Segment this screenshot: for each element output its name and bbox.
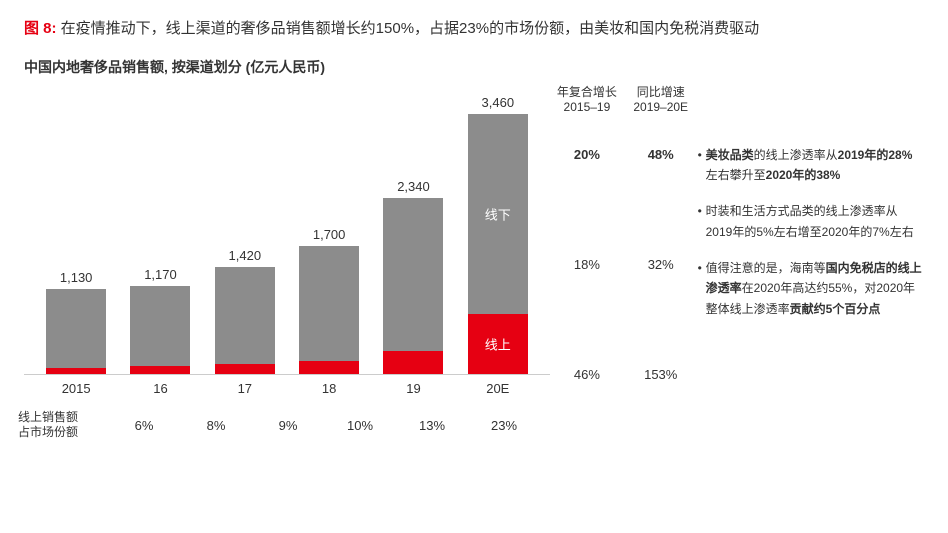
note-item: •美妆品类的线上渗透率从2019年的28%左右攀升至2020年的38%	[698, 145, 924, 186]
metrics-header: 年复合增长2015–19 同比增速2019–20E	[550, 85, 698, 116]
share-value: 8%	[180, 418, 252, 433]
note-text: 时装和生活方式品类的线上渗透率从2019年的5%左右增至2020年的7%左右	[706, 201, 924, 242]
notes-block: •美妆品类的线上渗透率从2019年的28%左右攀升至2020年的38%•时装和生…	[698, 85, 924, 336]
bar-stack	[299, 246, 359, 374]
bar-segment-online	[130, 366, 190, 373]
x-axis-label: 19	[377, 381, 449, 396]
bar-segment-offline	[215, 267, 275, 364]
share-value: 6%	[108, 418, 180, 433]
bar-total-label: 1,170	[144, 267, 177, 282]
chart-subtitle: 中国内地奢侈品销售额, 按渠道划分 (亿元人民币)	[24, 57, 924, 77]
title-text: 在疫情推动下，线上渠道的奢侈品销售额增长约150%，占据23%的市场份额，由美妆…	[57, 20, 760, 37]
bar-stack	[46, 289, 106, 374]
online-share-row: 线上销售额占市场份额 6%8%9%10%13%23%	[24, 410, 550, 441]
share-values: 6%8%9%10%13%23%	[98, 418, 550, 433]
bar-stack	[130, 286, 190, 374]
chart-block: 1,130 1,170 1,420 1,700 2,340 3,460 线上 线下 2015 1…	[24, 85, 550, 441]
bar-segment-offline: 线下	[468, 114, 528, 314]
note-item: •值得注意的是，海南等国内免税店的线上渗透率在2020年高达约55%，对2020…	[698, 258, 924, 319]
bar-segment-offline	[46, 289, 106, 369]
bar-group: 1,130	[40, 270, 112, 374]
bar-segment-online	[383, 351, 443, 374]
share-value: 9%	[252, 418, 324, 433]
content-row: 1,130 1,170 1,420 1,700 2,340 3,460 线上 线下 2015 1…	[24, 85, 924, 441]
bullet-icon: •	[698, 201, 706, 242]
share-value: 10%	[324, 418, 396, 433]
metrics-row: 46%153%	[550, 367, 698, 382]
bar-segment-offline	[299, 246, 359, 361]
note-text: 美妆品类的线上渗透率从2019年的28%左右攀升至2020年的38%	[706, 145, 924, 186]
bar-group: 1,420	[209, 248, 281, 374]
x-axis-label: 16	[124, 381, 196, 396]
stacked-bar-chart: 1,130 1,170 1,420 1,700 2,340 3,460 线上 线下	[24, 85, 550, 375]
metrics-cell: 32%	[624, 257, 698, 272]
bar-stack	[383, 198, 443, 374]
bar-segment-online: 线上	[468, 314, 528, 374]
share-value: 23%	[468, 418, 540, 433]
bar-total-label: 3,460	[482, 95, 515, 110]
bar-stack: 线上线下	[468, 114, 528, 374]
bar-total-label: 1,130	[60, 270, 93, 285]
note-text: 值得注意的是，海南等国内免税店的线上渗透率在2020年高达约55%，对2020年…	[706, 258, 924, 319]
bullet-icon: •	[698, 258, 706, 319]
metrics-cell: 48%	[624, 147, 698, 162]
bar-total-label: 1,420	[229, 248, 262, 263]
bar-segment-offline	[383, 198, 443, 351]
note-item: •时装和生活方式品类的线上渗透率从2019年的5%左右增至2020年的7%左右	[698, 201, 924, 242]
x-axis-label: 20E	[462, 381, 534, 396]
x-axis-labels: 2015 16 17 18 19 20E	[24, 375, 550, 396]
figure-label: 图 8:	[24, 20, 57, 37]
x-axis-label: 2015	[40, 381, 112, 396]
metrics-header-col2: 同比增速2019–20E	[624, 85, 698, 116]
bar-total-label: 1,700	[313, 227, 346, 242]
metrics-row: 20%48%	[550, 147, 698, 162]
x-axis-label: 18	[293, 381, 365, 396]
bar-stack	[215, 267, 275, 374]
bar-group: 1,700	[293, 227, 365, 374]
metrics-cell: 153%	[624, 367, 698, 382]
bullet-icon: •	[698, 145, 706, 186]
bar-segment-online	[299, 361, 359, 374]
metrics-cell: 20%	[550, 147, 624, 162]
bar-group: 3,460 线上 线下	[462, 95, 534, 374]
segment-label-offline: 线下	[468, 204, 528, 223]
metrics-cell: 18%	[550, 257, 624, 272]
bar-total-label: 2,340	[397, 179, 430, 194]
bar-group: 1,170	[124, 267, 196, 374]
segment-label-online: 线上	[468, 334, 528, 353]
share-value: 13%	[396, 418, 468, 433]
figure-title: 图 8: 在疫情推动下，线上渠道的奢侈品销售额增长约150%，占据23%的市场份…	[24, 18, 924, 41]
bar-segment-online	[46, 368, 106, 373]
bar-segment-online	[215, 364, 275, 374]
x-axis-label: 17	[209, 381, 281, 396]
share-caption: 线上销售额占市场份额	[18, 410, 98, 441]
metrics-row: 18%32%	[550, 257, 698, 272]
metrics-block: 年复合增长2015–19 同比增速2019–20E 20%48% 18%32% 46…	[550, 85, 698, 405]
metrics-header-col1: 年复合增长2015–19	[550, 85, 624, 116]
bar-segment-offline	[130, 286, 190, 367]
metrics-cell: 46%	[550, 367, 624, 382]
bar-group: 2,340	[377, 179, 449, 374]
